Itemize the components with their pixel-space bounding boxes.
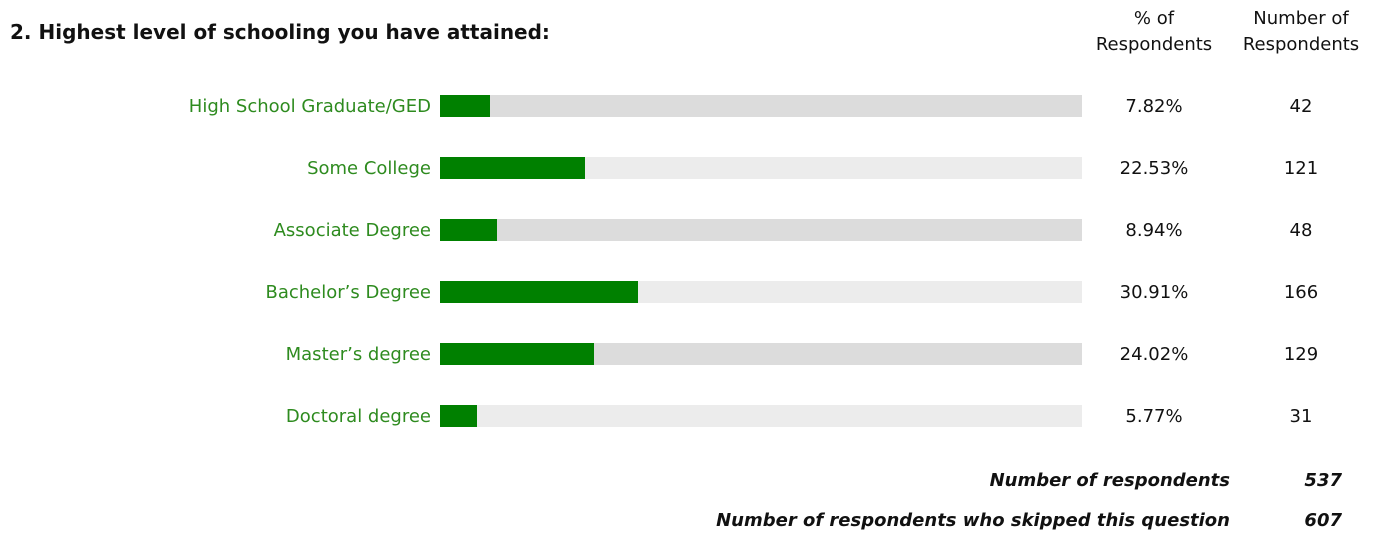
- bar-track: [440, 95, 1082, 117]
- percent-column-header: % of Respondents: [1095, 8, 1213, 55]
- bar-track: [440, 405, 1082, 427]
- count-value: 31: [1289, 406, 1313, 427]
- response-row: Doctoral degree 5.77% 31: [0, 404, 1386, 430]
- skipped-value: 607: [1304, 510, 1342, 531]
- count-value: 166: [1283, 282, 1319, 303]
- count-value: 121: [1283, 158, 1319, 179]
- percent-value: 30.91%: [1119, 282, 1189, 303]
- response-option-label: Bachelor’s Degree: [265, 282, 431, 303]
- respondents-label: Number of respondents: [989, 470, 1230, 491]
- response-row: Some College 22.53% 121: [0, 156, 1386, 182]
- percent-value: 24.02%: [1119, 344, 1189, 365]
- question-title: 2. Highest level of schooling you have a…: [10, 20, 550, 44]
- count-value: 48: [1289, 220, 1313, 241]
- response-row: Bachelor’s Degree 30.91% 166: [0, 280, 1386, 306]
- percent-value: 7.82%: [1125, 96, 1183, 117]
- bar-track: [440, 281, 1082, 303]
- respondents-summary-row: Number of respondents 537: [0, 467, 1386, 495]
- bar-fill: [440, 157, 585, 179]
- response-option-label: Doctoral degree: [285, 406, 431, 427]
- count-value: 42: [1289, 96, 1313, 117]
- skipped-label: Number of respondents who skipped this q…: [716, 510, 1230, 531]
- response-row: Associate Degree 8.94% 48: [0, 218, 1386, 244]
- bar-fill: [440, 219, 497, 241]
- bar-fill: [440, 95, 490, 117]
- bar-fill: [440, 343, 594, 365]
- bar-track: [440, 343, 1082, 365]
- count-column-header: Number of Respondents: [1242, 8, 1360, 55]
- percent-value: 22.53%: [1119, 158, 1189, 179]
- response-row: High School Graduate/GED 7.82% 42: [0, 94, 1386, 120]
- skipped-summary-row: Number of respondents who skipped this q…: [0, 507, 1386, 535]
- response-option-label: Associate Degree: [273, 220, 431, 241]
- response-option-label: Some College: [307, 158, 431, 179]
- response-option-label: Master’s degree: [285, 344, 431, 365]
- respondents-value: 537: [1304, 470, 1342, 491]
- bar-track: [440, 219, 1082, 241]
- response-option-label: High School Graduate/GED: [188, 96, 431, 117]
- response-row: Master’s degree 24.02% 129: [0, 342, 1386, 368]
- count-value: 129: [1283, 344, 1319, 365]
- percent-value: 5.77%: [1125, 406, 1183, 427]
- bar-fill: [440, 405, 477, 427]
- bar-track: [440, 157, 1082, 179]
- percent-value: 8.94%: [1125, 220, 1183, 241]
- bar-fill: [440, 281, 638, 303]
